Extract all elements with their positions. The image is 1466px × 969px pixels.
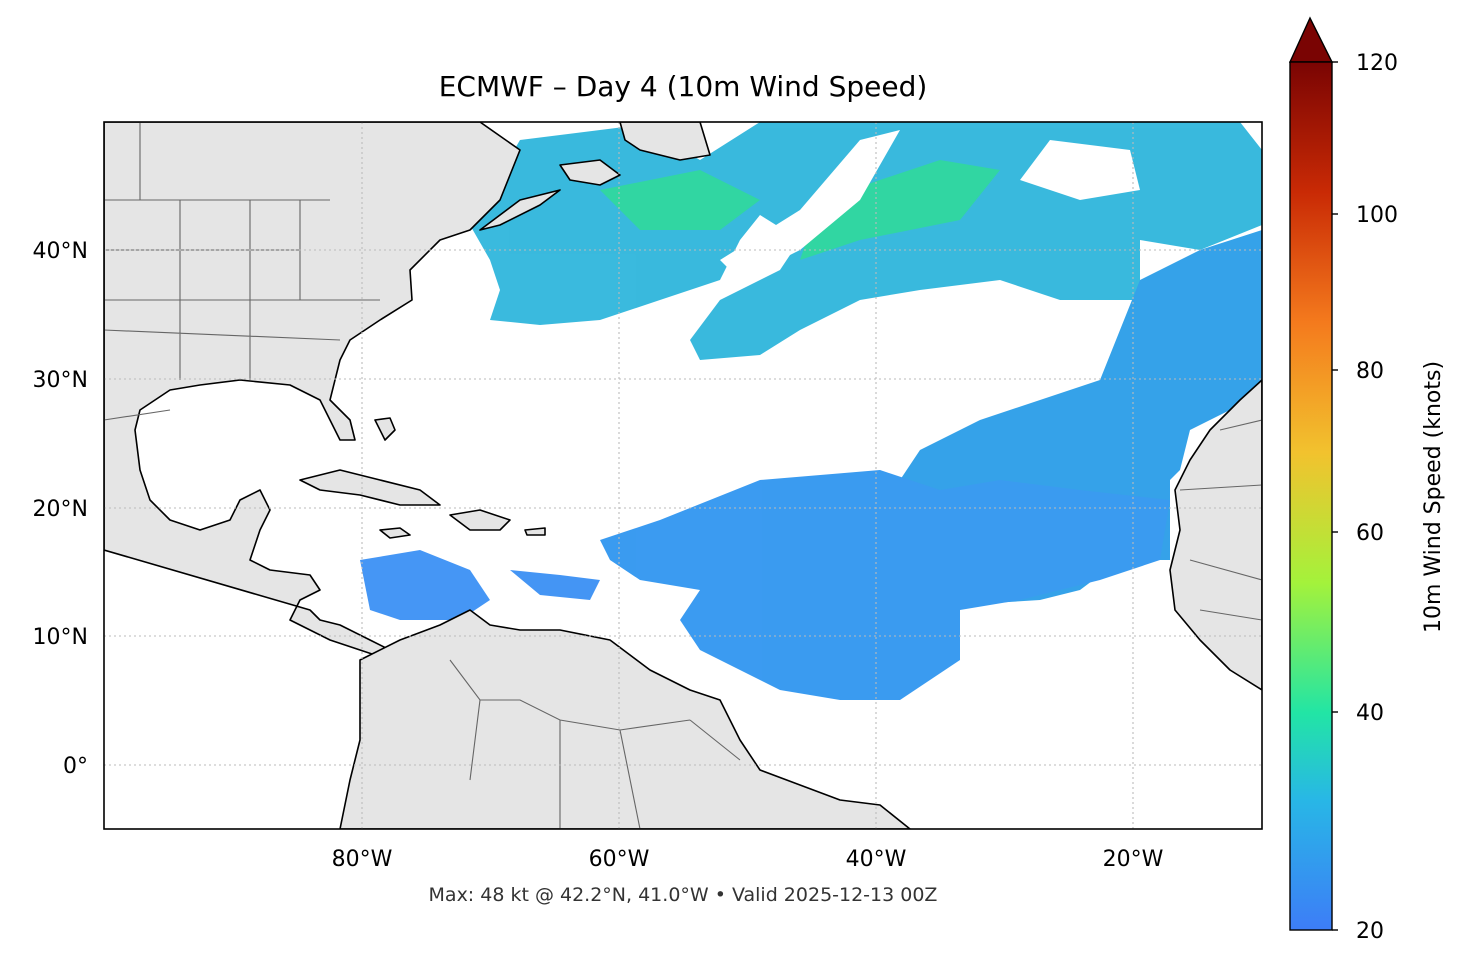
nova-scotia	[479, 189, 561, 231]
wind-area-central	[600, 470, 1170, 700]
lat-label: 40°N	[33, 239, 88, 264]
colorbar-tick-label: 80	[1356, 359, 1384, 384]
calm-gap-north	[720, 130, 900, 280]
borders	[104, 122, 1262, 829]
puerto-rico	[524, 527, 546, 536]
colorbar-extend-arrow	[1288, 16, 1334, 63]
colorbar-tick-label: 100	[1356, 203, 1398, 228]
map-footer: Max: 48 kt @ 42.2°N, 41.0°W • Valid 2025…	[428, 884, 938, 906]
colorbar-gradient	[1289, 61, 1333, 931]
colorbar-tick-label: 120	[1356, 51, 1398, 76]
calm-gap-north-2	[1020, 140, 1140, 200]
africa	[1169, 379, 1262, 691]
colorbar-tick-label: 20	[1356, 919, 1384, 944]
wind-core-north	[600, 170, 760, 230]
lon-label: 60°W	[589, 847, 650, 872]
gridlines	[104, 122, 1262, 829]
labrador	[619, 122, 711, 161]
lat-labels: 40°N 30°N 20°N 10°N 0°	[33, 239, 88, 779]
lon-label: 80°W	[332, 847, 393, 872]
colorbar: 120 100 80 60 40 20 10m Wind Speed (knot…	[1288, 16, 1446, 944]
colorbar-tick-label: 60	[1356, 521, 1384, 546]
bahamas	[374, 417, 396, 441]
wind-core-north-2	[800, 160, 1000, 260]
lat-label: 10°N	[33, 625, 88, 650]
lon-label: 20°W	[1103, 847, 1164, 872]
lon-label: 40°W	[846, 847, 907, 872]
lat-label: 20°N	[33, 497, 88, 522]
wind-area-caribbean-2	[510, 570, 600, 600]
colorbar-tick-label: 40	[1356, 701, 1384, 726]
cuba	[299, 469, 441, 506]
map-frame	[103, 121, 1263, 830]
jamaica	[379, 527, 411, 539]
wind-field	[360, 122, 1262, 700]
map-title: ECMWF – Day 4 (10m Wind Speed)	[438, 70, 928, 103]
wind-area-caribbean	[360, 550, 490, 620]
lat-label: 30°N	[33, 368, 88, 393]
colorbar-label: 10m Wind Speed (knots)	[1421, 361, 1446, 633]
land	[104, 122, 1262, 829]
hispaniola	[449, 509, 511, 531]
south-america	[339, 609, 911, 829]
north-america	[104, 122, 521, 661]
newfoundland	[559, 159, 621, 186]
lon-labels: 80°W 60°W 40°W 20°W	[332, 847, 1164, 872]
lat-label: 0°	[63, 754, 88, 779]
